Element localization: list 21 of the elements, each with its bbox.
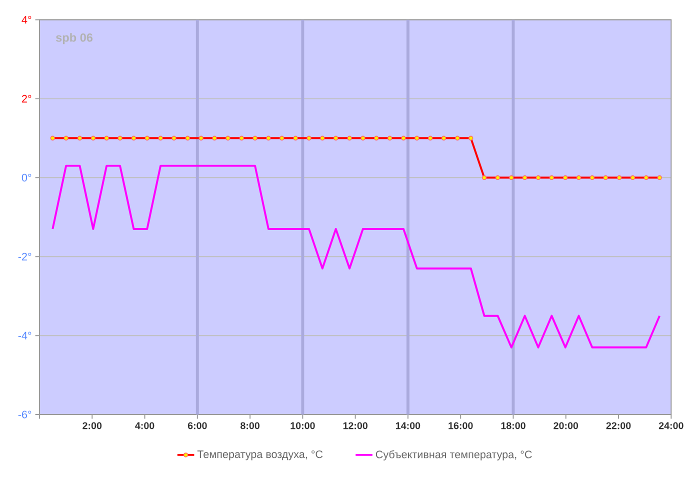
x-tick-label: 2:00 — [82, 422, 102, 430]
y-tick-label: -4° — [18, 332, 32, 340]
x-tick-label: 4:00 — [135, 422, 154, 430]
x-tick-label: 22:00 — [606, 422, 631, 430]
y-tick-label: 4° — [22, 16, 32, 24]
annotation: spb 06 — [56, 33, 93, 44]
legend-label: Температура воздуха, °C — [197, 450, 323, 460]
x-tick-label: 20:00 — [554, 422, 578, 430]
y-tick-label: 0° — [22, 174, 32, 182]
x-tick-label: 18:00 — [501, 422, 526, 430]
x-tick-label: 6:00 — [188, 422, 207, 430]
x-tick-label: 14:00 — [396, 422, 420, 430]
x-tick-label: 24:00 — [658, 422, 684, 430]
x-tick-label: 8:00 — [240, 422, 260, 430]
x-tick-label: 12:00 — [343, 422, 368, 430]
x-tick-label: 16:00 — [448, 422, 473, 430]
legend-label: Субъективная температура, °C — [376, 450, 532, 461]
x-tick-label: 10:00 — [290, 422, 315, 430]
y-tick-label: -6° — [18, 410, 32, 419]
y-tick-label: 2° — [22, 95, 32, 103]
y-tick-label: -2° — [18, 253, 32, 261]
